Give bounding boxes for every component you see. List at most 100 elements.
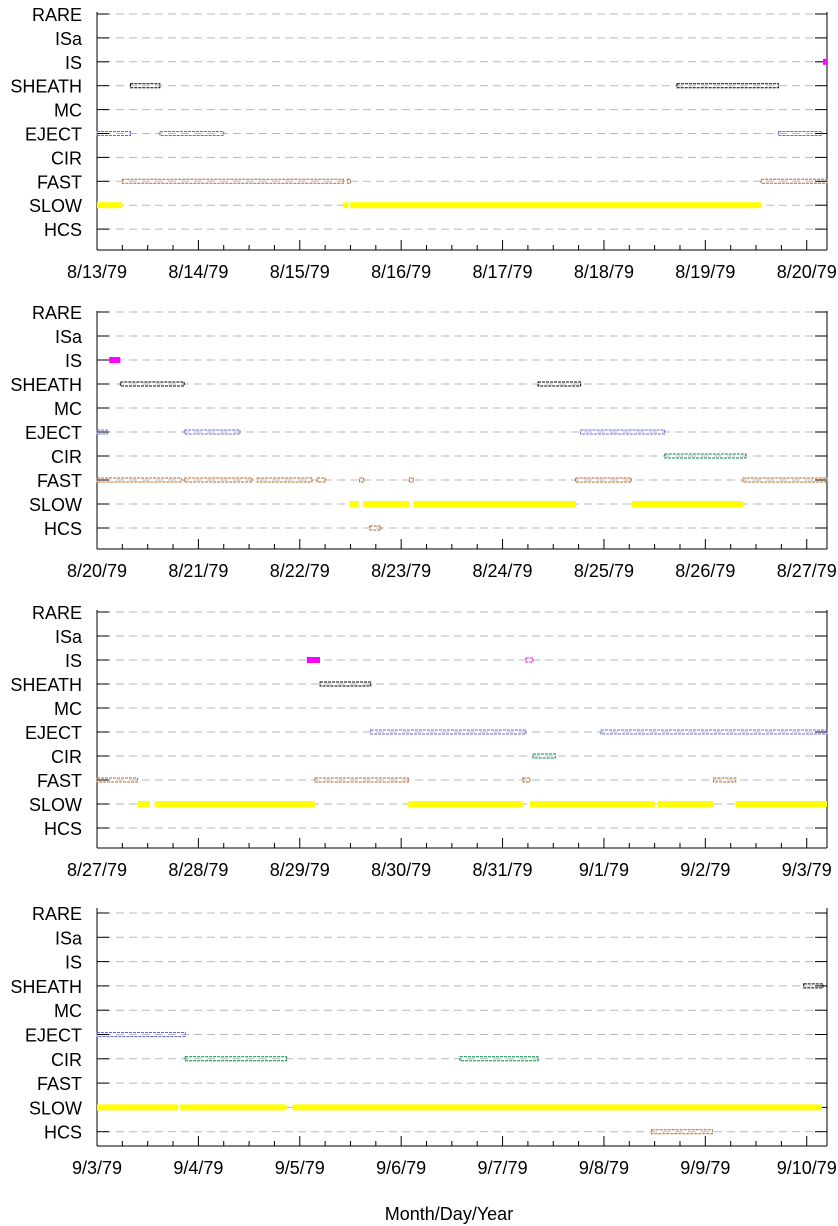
category-label-mc: MC <box>54 101 82 121</box>
category-label-isa: ISa <box>55 327 83 347</box>
interval-slow <box>413 501 576 507</box>
category-label-isa: ISa <box>55 29 83 49</box>
date-label: 8/28/79 <box>168 860 228 880</box>
date-label: 8/26/79 <box>675 561 735 581</box>
date-label: 8/14/79 <box>168 262 228 282</box>
interval-fast <box>256 477 313 483</box>
interval-sheath <box>129 83 161 89</box>
category-label-fast: FAST <box>37 471 82 491</box>
date-label: 8/20/79 <box>67 561 127 581</box>
date-label: 9/8/79 <box>579 1158 629 1178</box>
interval-slow <box>657 801 714 807</box>
interval-fast <box>359 477 365 483</box>
category-label-hcs: HCS <box>44 819 82 839</box>
date-label: 8/21/79 <box>168 561 228 581</box>
panel-4: RARE ISa IS SHEATH MC EJECT CIR FAST SLOW HCS 9/3/… <box>10 904 836 1178</box>
interval-fast <box>522 777 531 783</box>
interval-slow <box>363 501 410 507</box>
date-label: 9/9/79 <box>680 1158 730 1178</box>
category-label-mc: MC <box>54 699 82 719</box>
interval-eject <box>96 131 131 136</box>
category-label-fast: FAST <box>37 172 82 192</box>
category-label-rare: RARE <box>32 603 82 623</box>
category-label-mc: MC <box>54 1001 82 1021</box>
interval-cir <box>664 453 747 459</box>
category-label-is: IS <box>65 351 82 371</box>
interval-fast <box>346 178 351 184</box>
interval-slow <box>292 1104 822 1111</box>
interval-sheath <box>319 681 372 687</box>
interval-eject <box>159 131 225 136</box>
category-label-rare: RARE <box>32 5 82 25</box>
interval-sheath <box>119 381 185 387</box>
category-label-slow: SLOW <box>29 1098 82 1118</box>
interval-sheath <box>537 381 582 387</box>
category-label-hcs: HCS <box>44 519 82 539</box>
date-label: 9/3/79 <box>72 1158 122 1178</box>
category-label-slow: SLOW <box>29 196 82 216</box>
interval-slow <box>137 801 150 807</box>
category-label-mc: MC <box>54 399 82 419</box>
interval-cir <box>532 753 556 759</box>
category-label-slow: SLOW <box>29 495 82 515</box>
interval-eject <box>600 729 828 735</box>
date-label: 9/1/79 <box>579 860 629 880</box>
category-label-sheath: SHEATH <box>10 375 82 395</box>
interval-sheath <box>676 83 779 89</box>
interval-eject <box>777 131 823 136</box>
panel-3: RARE ISa IS SHEATH MC EJECT CIR FAST SLOW HCS 8/27… <box>10 603 831 880</box>
interval-fast <box>712 777 737 783</box>
category-label-sheath: SHEATH <box>10 977 82 997</box>
date-label: 9/7/79 <box>478 1158 528 1178</box>
category-label-rare: RARE <box>32 904 82 924</box>
date-label: 9/5/79 <box>275 1158 325 1178</box>
date-label: 8/25/79 <box>574 561 634 581</box>
interval-fast <box>121 178 344 184</box>
interval-cir <box>459 1056 539 1062</box>
category-label-slow: SLOW <box>29 795 82 815</box>
interval-is <box>109 357 121 363</box>
date-label: 8/23/79 <box>371 561 431 581</box>
date-label: 8/18/79 <box>574 262 634 282</box>
panel-2: RARE ISa IS SHEATH MC EJECT CIR FAST SLOW HCS 8/20… <box>10 303 836 581</box>
date-label: 8/22/79 <box>270 561 330 581</box>
interval-slow <box>349 501 359 507</box>
category-label-hcs: HCS <box>44 1123 82 1143</box>
date-label: 8/15/79 <box>270 262 330 282</box>
interval-slow <box>154 801 315 807</box>
interval-fast <box>314 777 409 783</box>
interval-slow <box>529 801 655 807</box>
category-label-is: IS <box>65 53 82 73</box>
category-label-eject: EJECT <box>25 125 82 145</box>
interval-eject <box>96 1032 186 1037</box>
date-label: 8/24/79 <box>473 561 533 581</box>
date-label: 9/6/79 <box>376 1158 426 1178</box>
date-label: 8/27/79 <box>777 561 837 581</box>
category-label-cir: CIR <box>51 447 82 467</box>
date-label: 8/27/79 <box>67 860 127 880</box>
date-label: 8/31/79 <box>473 860 533 880</box>
category-label-sheath: SHEATH <box>10 77 82 97</box>
date-label: 8/29/79 <box>270 860 330 880</box>
interval-fast <box>575 477 632 483</box>
interval-is <box>306 657 321 663</box>
date-label: 9/2/79 <box>680 860 730 880</box>
date-label: 9/3/79 <box>782 860 832 880</box>
x-axis-label: Month/Day/Year <box>385 1204 513 1224</box>
category-label-eject: EJECT <box>25 723 82 743</box>
date-label: 8/20/79 <box>777 262 837 282</box>
date-label: 9/4/79 <box>173 1158 223 1178</box>
interval-sheath <box>803 983 824 989</box>
category-label-fast: FAST <box>37 771 82 791</box>
category-label-is: IS <box>65 651 82 671</box>
interval-fast <box>742 477 828 483</box>
category-label-cir: CIR <box>51 148 82 168</box>
interval-eject <box>183 429 241 435</box>
category-label-isa: ISa <box>55 928 83 948</box>
category-label-hcs: HCS <box>44 220 82 240</box>
date-label: 9/10/79 <box>777 1158 837 1178</box>
interval-slow <box>97 1104 179 1111</box>
category-label-sheath: SHEATH <box>10 675 82 695</box>
interval-is <box>525 657 534 663</box>
interval-slow <box>350 202 762 209</box>
